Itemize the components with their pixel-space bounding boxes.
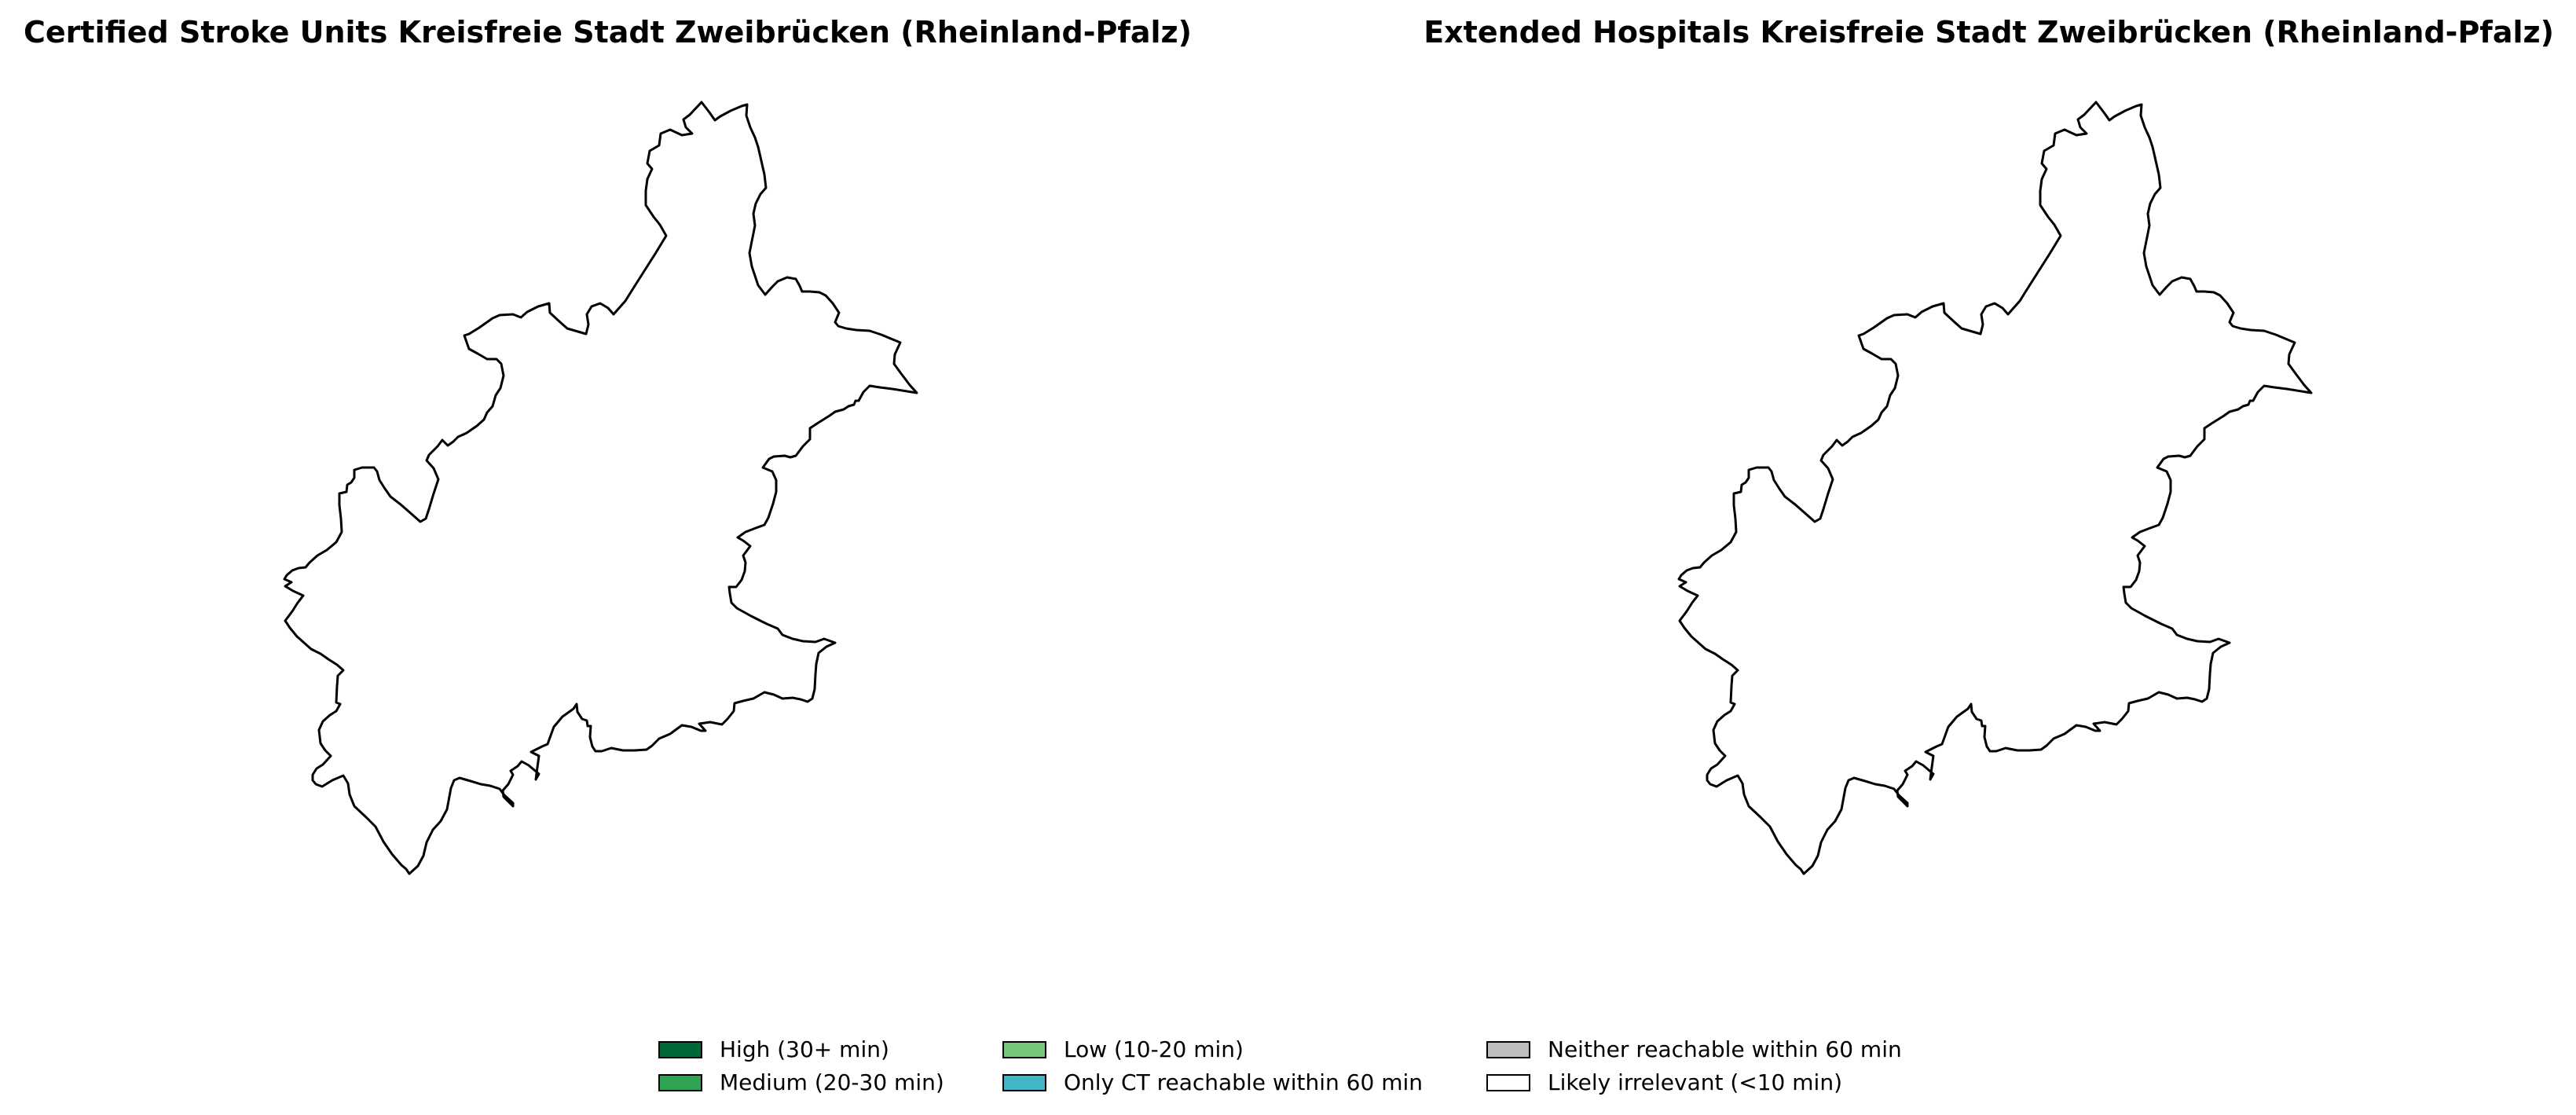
legend-swatch-low [1002, 1041, 1046, 1058]
legend-item-neither: Neither reachable within 60 min [1486, 1036, 1902, 1064]
right-map-title: Extended Hospitals Kreisfreie Stadt Zwei… [1424, 15, 2554, 50]
region-outline-zweibruecken [283, 101, 918, 875]
legend-item-low: Low (10-20 min) [1002, 1036, 1244, 1064]
legend-swatch-irrelevant [1486, 1074, 1530, 1091]
left-map-title: Certified Stroke Units Kreisfreie Stadt … [24, 15, 1193, 50]
legend-label-medium: Medium (20-30 min) [720, 1069, 944, 1095]
legend-item-high: High (30+ min) [658, 1036, 889, 1064]
legend-item-irrelevant: Likely irrelevant (<10 min) [1486, 1069, 1842, 1097]
legend-label-neither: Neither reachable within 60 min [1548, 1036, 1902, 1062]
legend-swatch-neither [1486, 1041, 1530, 1058]
legend-label-low: Low (10-20 min) [1064, 1036, 1244, 1062]
legend-swatch-high [658, 1041, 702, 1058]
legend-label-high: High (30+ min) [720, 1036, 889, 1062]
legend-swatch-medium [658, 1074, 702, 1091]
legend-item-medium: Medium (20-30 min) [658, 1069, 944, 1097]
legend-label-irrelevant: Likely irrelevant (<10 min) [1548, 1069, 1842, 1095]
region-outline-zweibruecken [1677, 101, 2313, 875]
legend-swatch-only-ct [1002, 1074, 1046, 1091]
legend: High (30+ min) Medium (20-30 min) Low (1… [0, 1036, 2576, 1098]
legend-item-only-ct: Only CT reachable within 60 min [1002, 1069, 1423, 1097]
legend-label-only-ct: Only CT reachable within 60 min [1064, 1069, 1424, 1095]
